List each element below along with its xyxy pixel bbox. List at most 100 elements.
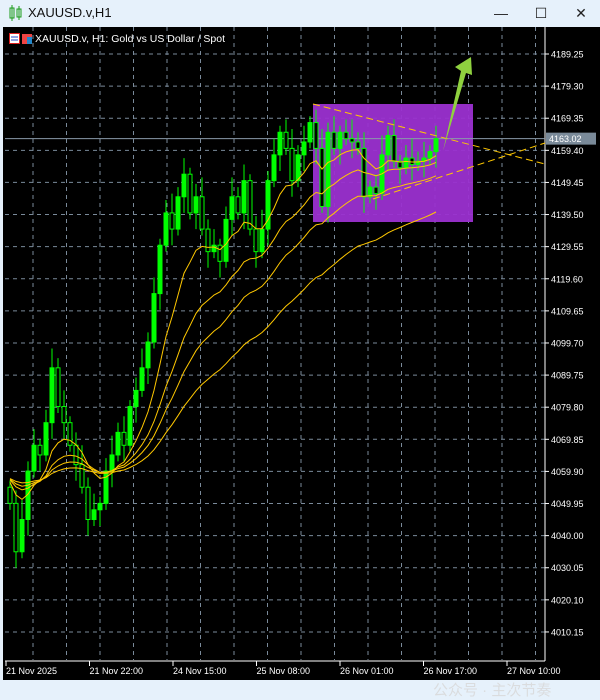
candle-body <box>259 228 265 253</box>
x-tick-label: 24 Nov 15:00 <box>173 666 227 676</box>
candle-body <box>355 141 361 149</box>
moving-average-50 <box>9 211 437 484</box>
candle-body <box>235 196 241 214</box>
y-tick-label: 4049.95 <box>551 499 584 509</box>
y-tick-label: 4119.60 <box>551 274 583 284</box>
moving-average-30 <box>9 175 437 487</box>
candle-body <box>121 431 127 446</box>
y-tick-label: 4169.35 <box>551 114 584 124</box>
candle-body <box>295 154 301 182</box>
candle-body <box>97 502 103 511</box>
y-tick-label: 4089.75 <box>551 371 584 381</box>
candle-body <box>307 122 313 143</box>
x-tick-label: 25 Nov 08:00 <box>257 666 311 676</box>
candle-body <box>331 131 337 149</box>
candle-body <box>265 180 271 230</box>
y-tick-label: 4099.70 <box>551 338 584 348</box>
candle-body <box>433 138 439 153</box>
candle-body <box>7 486 13 504</box>
minimize-button[interactable]: — <box>494 5 508 21</box>
candle-body <box>247 180 253 230</box>
candle-body <box>349 138 355 143</box>
watermark: 公众号 · 主次节奏 <box>433 682 552 699</box>
chart-header: XAUUSD.v, H1: Gold vs US Dollar / Spot <box>35 33 226 45</box>
candle-body <box>403 157 409 169</box>
candle-body <box>211 244 217 253</box>
candle-body <box>223 218 229 262</box>
candle-body <box>13 502 19 553</box>
candle-body <box>271 154 277 182</box>
candle-body <box>415 160 421 166</box>
x-tick-label: 21 Nov 2025 <box>6 666 57 676</box>
y-tick-label: 4059.90 <box>551 467 584 477</box>
candle-body <box>151 293 157 343</box>
y-tick-label: 4069.85 <box>551 435 584 445</box>
y-tick-label: 4020.10 <box>551 595 584 605</box>
consolidation-zone <box>313 104 473 222</box>
candle-body <box>175 196 181 230</box>
window-title: XAUUSD.v,H1 <box>28 5 112 20</box>
chart-type-icons[interactable] <box>9 33 33 45</box>
x-tick-label: 26 Nov 01:00 <box>340 666 394 676</box>
moving-average-20 <box>9 161 437 491</box>
y-tick-label: 4030.05 <box>551 563 584 573</box>
candle-body <box>409 157 415 166</box>
trendline-resistance <box>312 103 546 165</box>
candle-body <box>61 406 67 424</box>
candle-body <box>337 131 343 149</box>
x-tick-label: 26 Nov 17:00 <box>424 666 478 676</box>
candle-body <box>79 464 85 488</box>
y-tick-label: 4079.80 <box>551 403 584 413</box>
y-tick-label: 4010.15 <box>551 627 584 637</box>
candle-body <box>115 431 121 456</box>
candle-body <box>91 509 97 520</box>
candle-body <box>241 180 247 214</box>
candle-body <box>373 186 379 195</box>
candle-body <box>313 122 319 149</box>
candle-body <box>145 341 151 369</box>
candle-body <box>163 212 169 246</box>
candle-body <box>103 470 109 504</box>
candle-body <box>85 486 91 520</box>
candle-body <box>301 141 307 156</box>
x-tick-label: 27 Nov 10:00 <box>507 666 561 676</box>
candle-body <box>157 244 163 295</box>
price-tag <box>546 132 596 145</box>
current-price-label: 4163.02 <box>549 134 582 144</box>
title-bar: XAUUSD.v,H1 — ☐ ✕ <box>0 0 600 26</box>
candle-body <box>385 134 391 156</box>
price-chart[interactable]: 4189.25 4179.30 4169.35 4159.40 4149.45 4139.… <box>3 27 600 699</box>
y-tick-label: 4189.25 <box>551 50 584 60</box>
candle-body <box>253 228 259 253</box>
candle-body <box>37 444 43 456</box>
y-tick-label: 4040.00 <box>551 531 584 541</box>
y-tick-label: 4139.50 <box>551 210 584 220</box>
candle-body <box>109 454 115 472</box>
x-tick-label: 21 Nov 22:00 <box>90 666 144 676</box>
candle-body <box>133 389 139 408</box>
maximize-button[interactable]: ☐ <box>534 5 548 21</box>
candle-body <box>427 151 433 159</box>
y-tick-label: 4109.65 <box>551 306 584 316</box>
candle-body <box>229 196 235 220</box>
candle-body <box>319 147 325 207</box>
y-tick-label: 4179.30 <box>551 82 584 92</box>
chart-canvas[interactable]: 4189.25 4179.30 4169.35 4159.40 4149.45 4139.… <box>3 27 600 680</box>
close-button[interactable]: ✕ <box>575 5 587 21</box>
candle-body <box>397 160 403 169</box>
candle-body <box>277 131 283 156</box>
candle-body <box>127 406 133 446</box>
candle-body <box>367 186 373 198</box>
candle-body <box>49 367 55 424</box>
candle-body <box>199 196 205 230</box>
candle-body <box>289 147 295 182</box>
candle-body <box>391 134 397 162</box>
breakout-arrow <box>443 57 472 151</box>
candle-body <box>67 422 73 446</box>
candle-body <box>283 131 289 149</box>
candle-body <box>187 173 193 214</box>
candle-body <box>193 196 199 214</box>
candle-body <box>43 422 49 456</box>
candlestick-icon <box>9 5 22 21</box>
candle-body <box>217 244 223 262</box>
